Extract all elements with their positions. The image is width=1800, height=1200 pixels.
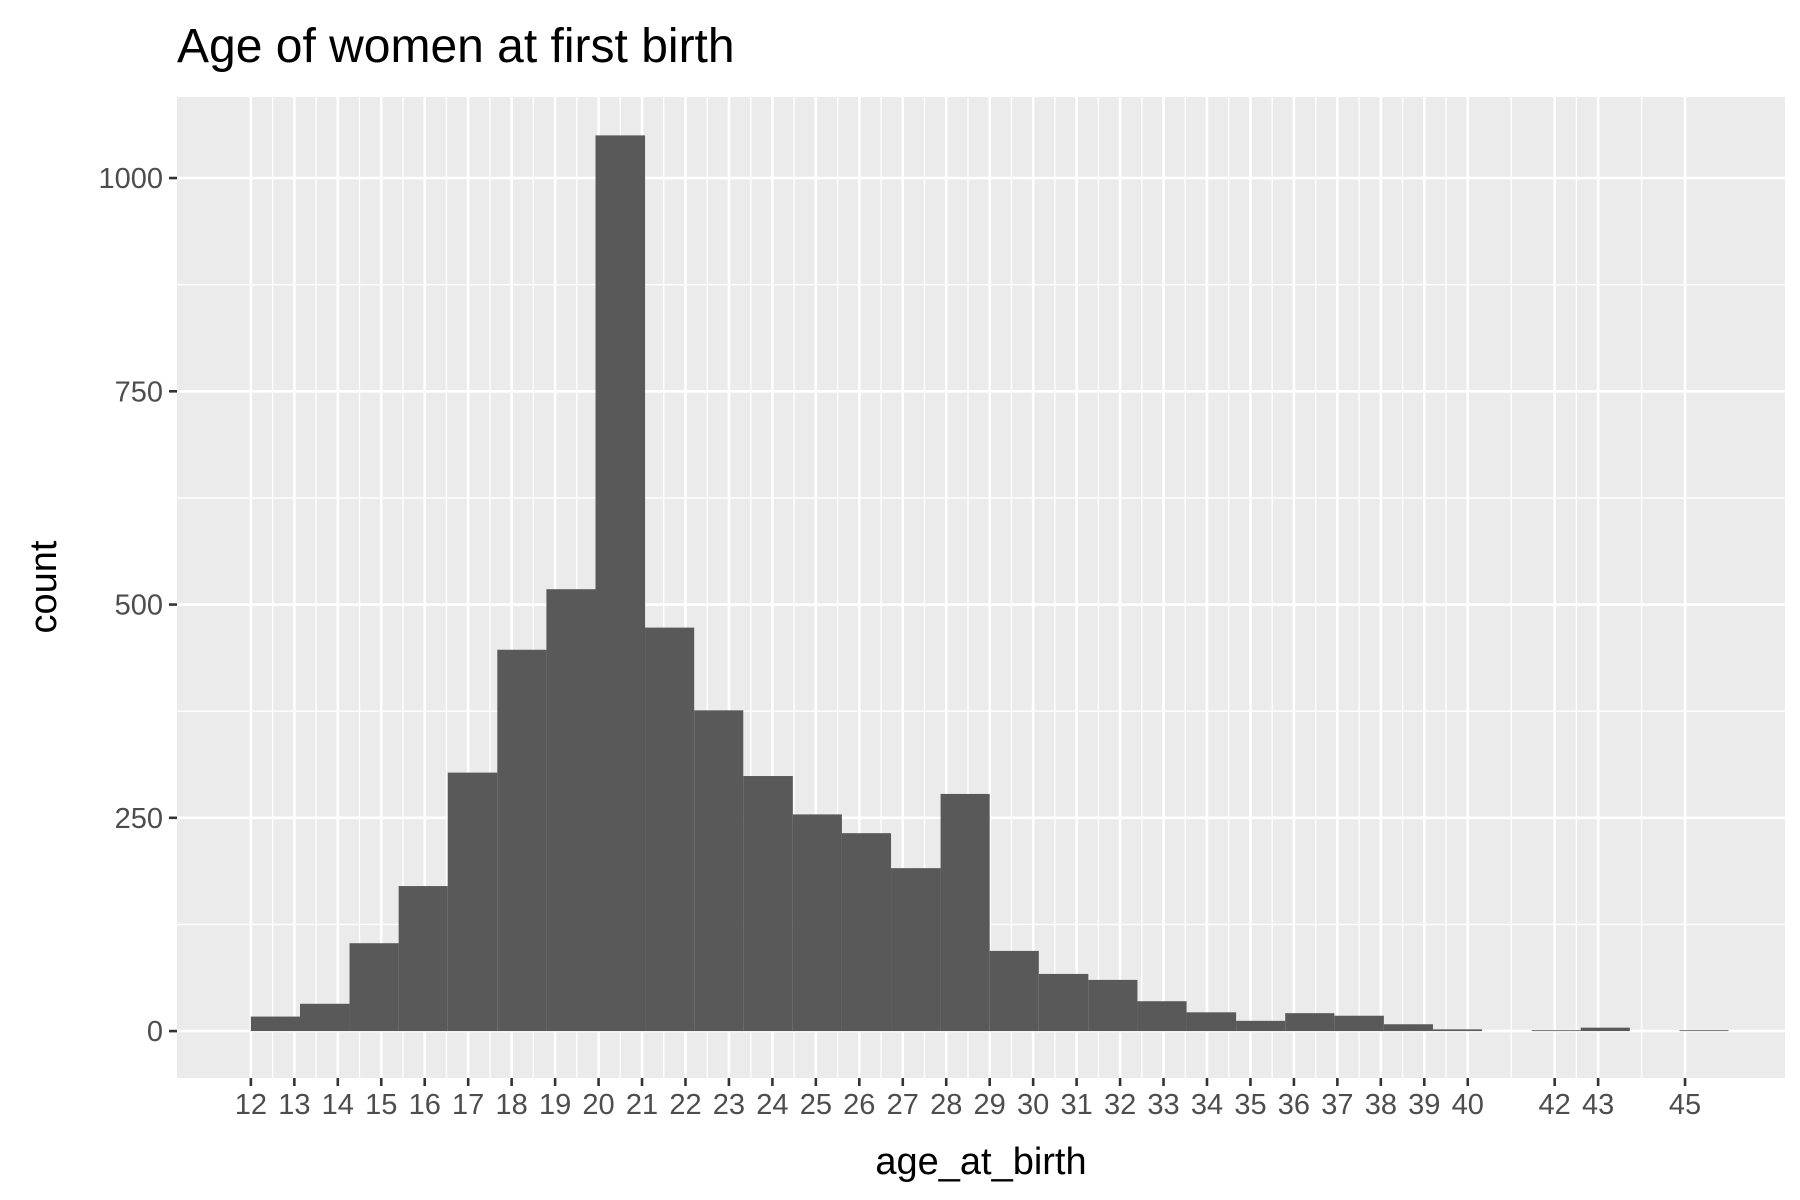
histogram-bar — [398, 886, 448, 1032]
y-axis-title: count — [23, 540, 65, 633]
y-tick-label: 250 — [115, 803, 163, 835]
histogram-bar — [1137, 1001, 1187, 1032]
histogram-bar — [940, 793, 990, 1032]
y-tick-label: 0 — [147, 1016, 163, 1048]
x-tick-label: 39 — [1408, 1089, 1440, 1121]
x-tick-label: 32 — [1104, 1089, 1136, 1121]
histogram-bar — [1038, 973, 1089, 1032]
x-tick-label: 26 — [843, 1089, 875, 1121]
x-tick-label: 27 — [887, 1089, 919, 1121]
y-tick-label: 500 — [115, 590, 163, 622]
chart-title: Age of women at first birth — [177, 20, 735, 73]
x-tick-label: 43 — [1582, 1089, 1614, 1121]
histogram-bar — [1236, 1020, 1286, 1032]
histogram-bar — [1334, 1015, 1384, 1032]
histogram-bar — [497, 649, 547, 1032]
histogram-bar — [989, 950, 1039, 1032]
histogram-bar — [250, 1016, 300, 1032]
x-tick-label: 13 — [278, 1089, 310, 1121]
histogram-bar — [1580, 1027, 1630, 1032]
histogram-bar — [841, 833, 892, 1032]
histogram-bar — [743, 776, 793, 1032]
histogram-bar — [694, 710, 744, 1032]
x-tick-label: 17 — [452, 1089, 484, 1121]
histogram-bar — [645, 627, 695, 1032]
x-tick-label: 24 — [756, 1089, 788, 1121]
histogram-bar — [1186, 1012, 1237, 1032]
x-axis-title: age_at_birth — [875, 1141, 1086, 1183]
axes: 0 250 500 750 1000 12 13 14 15 16 17 18 19 20 21 22 23 24… — [98, 163, 1701, 1121]
histogram-bar — [1088, 979, 1138, 1032]
x-tick-label: 21 — [626, 1089, 658, 1121]
x-tick-label: 22 — [669, 1089, 701, 1121]
histogram-bar — [792, 814, 842, 1032]
x-tick-label: 30 — [1017, 1089, 1049, 1121]
x-tick-label: 42 — [1539, 1089, 1571, 1121]
x-tick-label: 33 — [1147, 1089, 1179, 1121]
x-tick-label: 35 — [1234, 1089, 1266, 1121]
x-tick-label: 18 — [496, 1089, 528, 1121]
x-tick-label: 38 — [1365, 1089, 1397, 1121]
x-tick-label: 12 — [235, 1089, 267, 1121]
histogram-bar — [1679, 1030, 1729, 1032]
x-tick-label: 15 — [365, 1089, 397, 1121]
x-tick-label: 25 — [800, 1089, 832, 1121]
histogram-bar — [447, 772, 498, 1032]
x-tick-label: 14 — [322, 1089, 354, 1121]
y-tick-label: 750 — [115, 376, 163, 408]
x-tick-label: 45 — [1669, 1089, 1701, 1121]
x-tick-label: 37 — [1321, 1089, 1353, 1121]
y-tick-label: 1000 — [98, 163, 163, 195]
histogram-bar — [595, 135, 646, 1032]
x-tick-label: 29 — [974, 1089, 1006, 1121]
histogram-bar — [1285, 1013, 1335, 1032]
x-tick-label: 40 — [1452, 1089, 1484, 1121]
x-tick-label: 23 — [713, 1089, 745, 1121]
x-tick-label: 36 — [1278, 1089, 1310, 1121]
x-tick-label: 19 — [539, 1089, 571, 1121]
histogram-bars — [250, 135, 1729, 1032]
histogram-bar — [349, 943, 399, 1032]
histogram-bar — [1383, 1024, 1433, 1032]
histogram-bar — [891, 868, 941, 1032]
histogram-bar — [1432, 1029, 1483, 1032]
x-tick-label: 28 — [930, 1089, 962, 1121]
histogram-bar — [1531, 1030, 1581, 1032]
x-tick-label: 31 — [1060, 1089, 1092, 1121]
histogram-bar — [546, 589, 596, 1032]
x-tick-label: 20 — [582, 1089, 614, 1121]
histogram-bar — [299, 1003, 350, 1032]
x-tick-label: 34 — [1191, 1089, 1223, 1121]
x-tick-label: 16 — [409, 1089, 441, 1121]
